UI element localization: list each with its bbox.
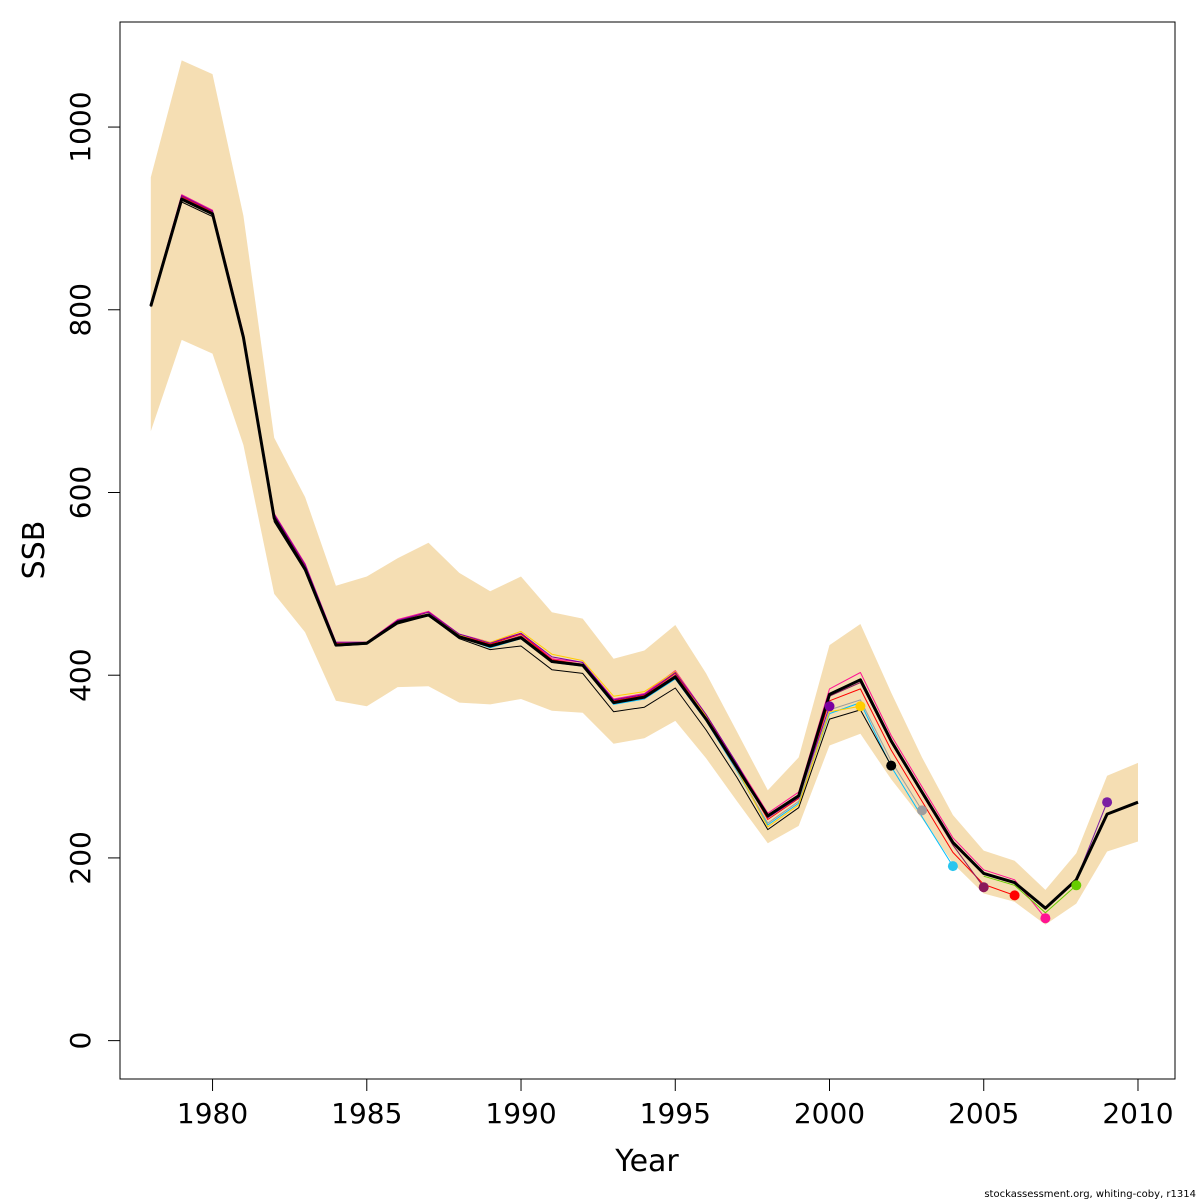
x-axis-title: Year [614,1144,679,1179]
credit-text: stockassessment.org, whiting-coby, r1314 [984,1189,1196,1200]
endpoint-2002 [886,760,897,771]
x-tick-label: 2010 [1102,1097,1173,1130]
endpoint-2003 [917,805,927,816]
endpoint-2000 [824,701,835,712]
x-tick-label: 2005 [948,1097,1019,1130]
y-tick-label: 1000 [64,91,97,162]
x-axis: 1980 1985 1990 1995 2000 2005 2010 [177,1078,1174,1130]
y-axis-title: SSB [17,521,52,580]
y-tick-label: 0 [64,1032,97,1050]
retro-line-9 [983,875,1077,914]
ssb-main-line [149,197,1139,910]
y-tick-label: 200 [64,831,97,884]
y-axis: 0 200 400 600 800 1000 [64,91,121,1050]
series-layer [149,194,1139,919]
x-tick-label: 2000 [794,1097,865,1130]
retro-line-7 [150,197,861,828]
endpoint-2009 [1102,797,1113,808]
endpoint-2005 [978,882,989,893]
endpoint-2008 [1071,880,1082,891]
endpoint-2001 [855,701,866,712]
y-tick-label: 800 [64,283,97,336]
retro-line-6 [150,201,892,831]
x-tick-label: 1990 [485,1097,556,1130]
endpoint-2007 [1040,913,1051,924]
y-tick-label: 400 [64,648,97,701]
confidence-band-layer [150,60,1139,925]
x-tick-label: 1985 [331,1097,402,1130]
x-tick-label: 1995 [640,1097,711,1130]
endpoint-2006 [1009,890,1020,901]
endpoint-layer [824,701,1113,924]
x-tick-label: 1980 [177,1097,248,1130]
endpoint-2004 [947,861,958,872]
y-tick-label: 600 [64,466,97,519]
confidence-band [150,60,1139,925]
